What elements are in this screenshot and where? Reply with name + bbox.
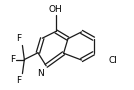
Text: Cl: Cl	[109, 56, 118, 65]
Text: F: F	[16, 76, 21, 85]
Text: F: F	[10, 55, 15, 64]
Text: OH: OH	[49, 4, 63, 14]
Text: F: F	[16, 34, 21, 43]
Text: N: N	[38, 69, 44, 78]
